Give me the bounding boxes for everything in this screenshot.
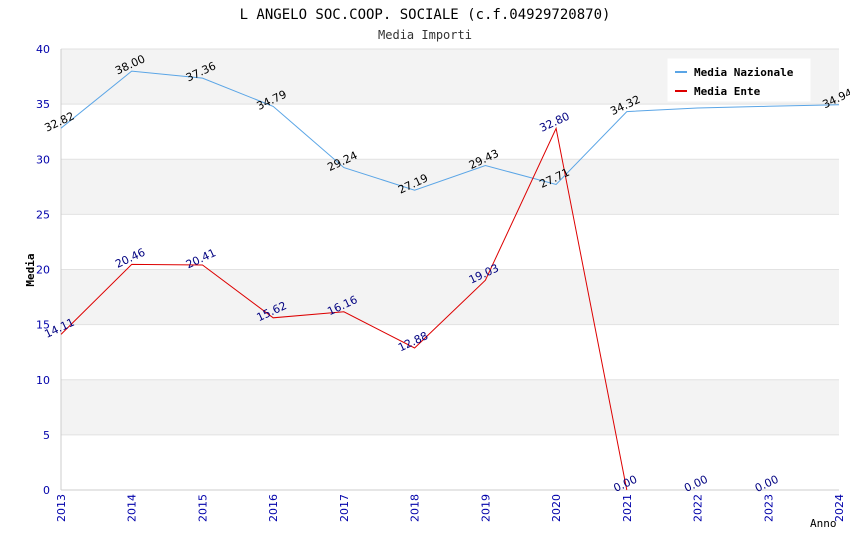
- x-tick: 2023: [762, 494, 775, 522]
- x-tick: 2014: [126, 494, 139, 522]
- x-tick-label: 2023: [762, 494, 775, 522]
- x-tick: 2017: [338, 494, 351, 522]
- grid-band: [61, 434, 839, 490]
- x-tick-label: 2024: [833, 494, 846, 522]
- grid-band: [61, 104, 839, 160]
- chart-title: L ANGELO SOC.COOP. SOCIALE (c.f.04929720…: [240, 7, 611, 23]
- y-tick-label: 30: [36, 153, 50, 166]
- x-tick-label: 2017: [338, 494, 351, 522]
- x-tick-label: 2022: [692, 494, 705, 522]
- x-tick: 2013: [55, 494, 68, 522]
- chart-subtitle: Media Importi: [378, 28, 472, 42]
- y-tick-label: 0: [43, 484, 50, 497]
- x-tick: 2019: [479, 494, 492, 522]
- grid-band: [61, 159, 839, 215]
- legend: Media Nazionale Media Ente: [667, 58, 811, 102]
- y-axis-label: Media: [24, 253, 37, 286]
- x-tick: 2024: [833, 494, 846, 522]
- x-tick-label: 2016: [267, 494, 280, 522]
- x-tick: 2018: [409, 494, 422, 522]
- series-line-1: [60, 126, 628, 491]
- grid-band: [61, 324, 839, 380]
- grid-band: [61, 269, 839, 325]
- x-tick-label: 2019: [479, 494, 492, 522]
- x-tick-label: 2018: [409, 494, 422, 522]
- x-tick: 2022: [692, 494, 705, 522]
- y-tick-label: 25: [36, 208, 50, 221]
- axes: 0 5 10 15 20 25 30 35 40 2013 2014 2015 2016 2017 2018…: [36, 43, 846, 522]
- grid-bands: [61, 48, 839, 490]
- y-tick-label: 5: [43, 429, 50, 442]
- x-axis-label: Anno: [810, 517, 837, 530]
- y-tick-label: 20: [36, 264, 50, 277]
- y-tick-label: 40: [36, 43, 50, 56]
- x-tick-label: 2014: [126, 494, 139, 522]
- x-tick: 2021: [621, 494, 634, 522]
- x-tick: 2016: [267, 494, 280, 522]
- x-tick: 2015: [196, 494, 209, 522]
- series-lines: [60, 70, 840, 491]
- grid-band: [61, 379, 839, 435]
- x-tick-label: 2021: [621, 494, 634, 522]
- y-tick-label: 10: [36, 374, 50, 387]
- x-tick: 2020: [550, 494, 563, 522]
- grid-band: [61, 214, 839, 270]
- x-tick-label: 2013: [55, 494, 68, 522]
- legend-label-1: Media Ente: [694, 85, 761, 98]
- x-tick-label: 2020: [550, 494, 563, 522]
- series-line-0: [60, 70, 840, 191]
- x-tick-label: 2015: [196, 494, 209, 522]
- y-tick-label: 15: [36, 319, 50, 332]
- legend-label-0: Media Nazionale: [694, 66, 794, 79]
- legend-box: [667, 58, 811, 102]
- y-tick-label: 35: [36, 98, 50, 111]
